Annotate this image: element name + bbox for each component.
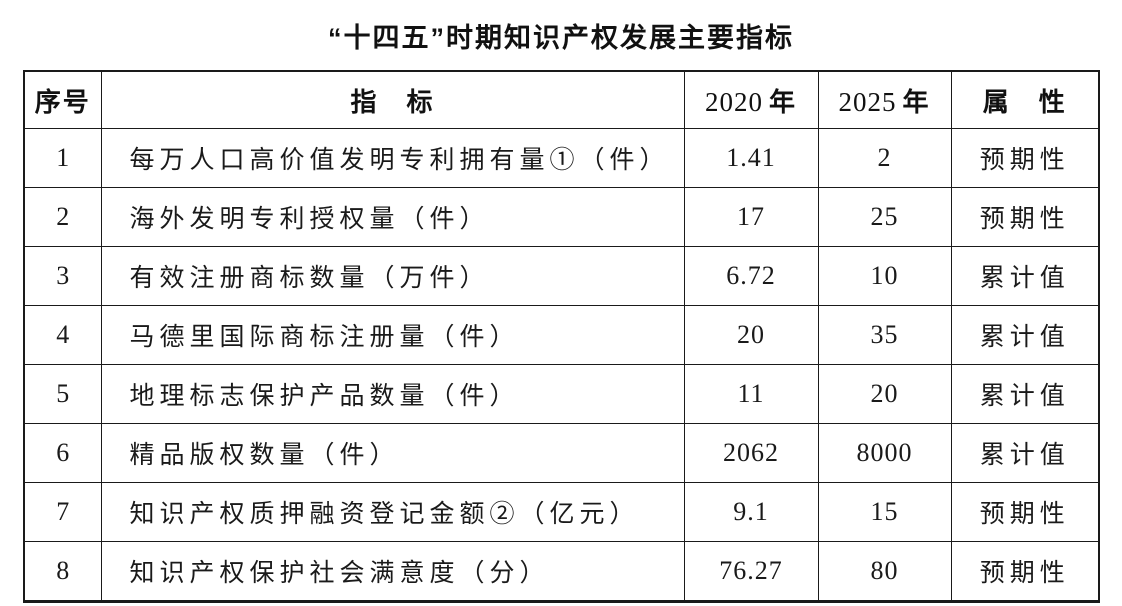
attribute-cell: 预期性 bbox=[950, 541, 1100, 602]
indicator-cell: 每万人口高价值发明专利拥有量①（件） bbox=[100, 128, 685, 188]
indicator-cell: 有效注册商标数量（万件） bbox=[100, 246, 685, 306]
table-row: 3 有效注册商标数量（万件） 6.72 10 累计值 bbox=[23, 246, 1100, 306]
header-year-2025-unit: 年 bbox=[902, 86, 931, 117]
attribute-cell: 累计值 bbox=[950, 423, 1100, 483]
table-row: 8 知识产权保护社会满意度（分） 76.27 80 预期性 bbox=[23, 541, 1100, 602]
value-2025-cell: 20 bbox=[817, 364, 952, 424]
value-2025-cell: 2 bbox=[817, 128, 952, 188]
table-row: 1 每万人口高价值发明专利拥有量①（件） 1.41 2 预期性 bbox=[23, 128, 1100, 188]
value-2025-cell: 35 bbox=[817, 305, 952, 365]
header-year-2025-number: 2025 bbox=[838, 86, 897, 117]
attribute-cell: 预期性 bbox=[950, 482, 1100, 542]
header-year-2020-number: 2020 bbox=[704, 86, 763, 117]
indicator-cell: 知识产权质押融资登记金额②（亿元） bbox=[100, 482, 685, 542]
indicator-cell: 精品版权数量（件） bbox=[100, 423, 685, 483]
row-index-cell: 3 bbox=[23, 246, 102, 306]
value-2020-cell: 6.72 bbox=[683, 246, 819, 306]
table-row: 4 马德里国际商标注册量（件） 20 35 累计值 bbox=[23, 305, 1100, 365]
table-row: 2 海外发明专利授权量（件） 17 25 预期性 bbox=[23, 187, 1100, 247]
attribute-cell: 累计值 bbox=[950, 305, 1100, 365]
table-header-row: 序号 指 标 2020 年 2025 年 属 性 bbox=[23, 70, 1100, 129]
value-2020-cell: 1.41 bbox=[683, 128, 819, 188]
value-2025-cell: 8000 bbox=[817, 423, 952, 483]
table-row: 6 精品版权数量（件） 2062 8000 累计值 bbox=[23, 423, 1100, 483]
attribute-cell: 累计值 bbox=[950, 246, 1100, 306]
header-indicator: 指 标 bbox=[100, 70, 685, 129]
indicator-cell: 地理标志保护产品数量（件） bbox=[100, 364, 685, 424]
attribute-cell: 预期性 bbox=[950, 187, 1100, 247]
attribute-cell: 预期性 bbox=[950, 128, 1100, 188]
value-2025-cell: 10 bbox=[817, 246, 952, 306]
header-year-2025: 2025 年 bbox=[817, 70, 952, 129]
value-2020-cell: 11 bbox=[683, 364, 819, 424]
header-attribute: 属 性 bbox=[950, 70, 1100, 129]
row-index-cell: 4 bbox=[23, 305, 102, 365]
row-index-cell: 5 bbox=[23, 364, 102, 424]
row-index-cell: 6 bbox=[23, 423, 102, 483]
row-index-cell: 1 bbox=[23, 128, 102, 188]
row-index-cell: 7 bbox=[23, 482, 102, 542]
value-2025-cell: 25 bbox=[817, 187, 952, 247]
row-index-cell: 2 bbox=[23, 187, 102, 247]
value-2020-cell: 17 bbox=[683, 187, 819, 247]
header-year-2020: 2020 年 bbox=[683, 70, 819, 129]
header-index: 序号 bbox=[23, 70, 102, 129]
table-row: 7 知识产权质押融资登记金额②（亿元） 9.1 15 预期性 bbox=[23, 482, 1100, 542]
indicator-cell: 马德里国际商标注册量（件） bbox=[100, 305, 685, 365]
page-title: “十四五”时期知识产权发展主要指标 bbox=[328, 23, 794, 53]
value-2020-cell: 76.27 bbox=[683, 541, 819, 602]
indicator-cell: 知识产权保护社会满意度（分） bbox=[100, 541, 685, 602]
attribute-cell: 累计值 bbox=[950, 364, 1100, 424]
indicator-cell: 海外发明专利授权量（件） bbox=[100, 187, 685, 247]
value-2020-cell: 9.1 bbox=[683, 482, 819, 542]
value-2025-cell: 80 bbox=[817, 541, 952, 602]
header-year-2020-unit: 年 bbox=[768, 86, 797, 117]
row-index-cell: 8 bbox=[23, 541, 102, 602]
value-2025-cell: 15 bbox=[817, 482, 952, 542]
table-row: 5 地理标志保护产品数量（件） 11 20 累计值 bbox=[23, 364, 1100, 424]
value-2020-cell: 20 bbox=[683, 305, 819, 365]
indicators-table: 序号 指 标 2020 年 2025 年 属 性 1 每万人口高价值发明专利拥有量①… bbox=[23, 70, 1100, 603]
value-2020-cell: 2062 bbox=[683, 423, 819, 483]
